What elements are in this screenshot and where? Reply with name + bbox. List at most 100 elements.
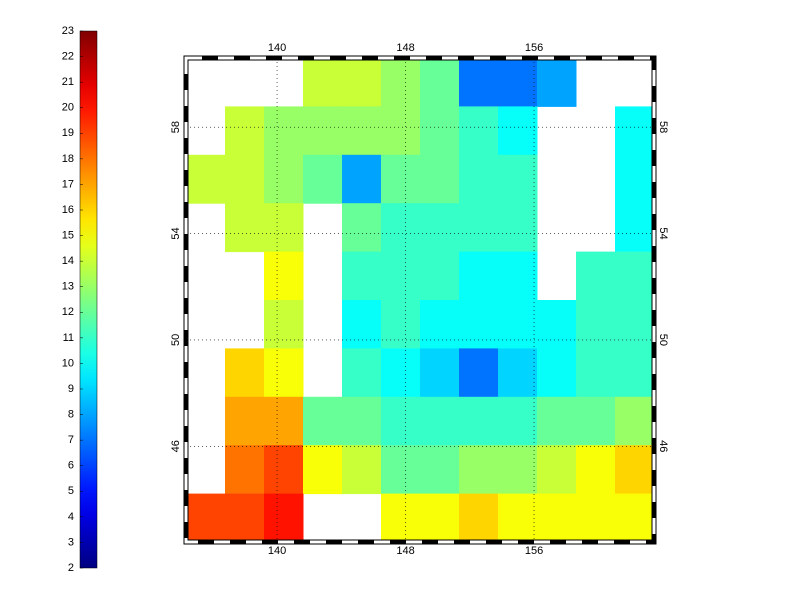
lon-tick-label: 148: [396, 545, 414, 557]
lat-tick-label: 54: [657, 227, 669, 239]
temperature-cell: [615, 106, 655, 156]
lon-tick-label: 156: [525, 42, 543, 54]
temperature-cell: [342, 203, 382, 253]
temperature-cell: [537, 348, 577, 398]
colorbar-tick-label: 13: [62, 281, 74, 293]
temperature-cell: [264, 154, 304, 204]
temperature-cell: [615, 396, 655, 446]
temperature-cell: [342, 106, 382, 156]
temperature-cell: [459, 300, 499, 349]
temperature-cell: [264, 348, 304, 398]
temperature-cell: [576, 445, 616, 495]
lon-tick-label: 156: [525, 545, 543, 557]
temperature-cell: [615, 493, 655, 543]
temperature-cell: [615, 300, 655, 349]
temperature-cell: [576, 493, 616, 543]
temperature-cell: [576, 300, 616, 349]
temperature-cell: [459, 154, 499, 204]
temperature-cell: [225, 106, 265, 156]
temperature-cell: [537, 396, 577, 446]
temperature-cell: [225, 348, 265, 398]
colorbar-tick-label: 8: [68, 408, 74, 420]
temperature-cell: [186, 493, 226, 543]
temperature-cell: [459, 348, 499, 398]
temperature-cell: [225, 445, 265, 495]
temperature-cell: [459, 106, 499, 156]
temperature-cell: [225, 154, 265, 204]
temperature-cell: [420, 251, 460, 301]
temperature-cell: [420, 493, 460, 543]
temperature-cell: [381, 300, 421, 349]
temperature-cell: [186, 154, 226, 204]
colorbar-tick-label: 9: [68, 383, 74, 395]
temperature-cell: [264, 445, 304, 495]
temperature-cell: [381, 445, 421, 495]
colorbar-tick-label: 20: [62, 102, 74, 114]
temperature-cell: [342, 58, 382, 107]
temperature-cell: [615, 445, 655, 495]
temperature-cell: [303, 396, 343, 446]
temperature-cell: [264, 396, 304, 446]
temperature-cell: [537, 445, 577, 495]
colorbar-tick-label: 10: [62, 357, 74, 369]
temperature-cell: [420, 396, 460, 446]
temperature-cell: [225, 203, 265, 253]
temperature-cell: [342, 348, 382, 398]
temperature-cell: [576, 251, 616, 301]
temperature-cell: [498, 300, 538, 349]
lon-tick-label: 140: [268, 42, 286, 54]
temperature-cell: [420, 154, 460, 204]
temperature-cell: [459, 251, 499, 301]
temperature-cell: [459, 445, 499, 495]
temperature-cell: [381, 203, 421, 253]
colorbar-tick-label: 17: [62, 178, 74, 190]
temperature-cell: [420, 300, 460, 349]
temperature-cell: [264, 106, 304, 156]
colorbar-tick-label: 7: [68, 434, 74, 446]
temperature-cell: [342, 445, 382, 495]
temperature-cell: [381, 251, 421, 301]
temperature-cell: [342, 154, 382, 204]
temperature-cell: [498, 58, 538, 107]
temperature-cell: [342, 396, 382, 446]
lat-tick-label: 46: [657, 440, 669, 452]
lon-tick-label: 148: [396, 42, 414, 54]
lat-tick-label: 50: [170, 334, 182, 346]
temperature-cell: [498, 445, 538, 495]
temperature-cell: [303, 445, 343, 495]
temperature-cell: [264, 203, 304, 253]
colorbar-tick-label: 23: [62, 25, 74, 37]
temperature-cell: [498, 493, 538, 543]
lat-tick-label: 50: [657, 334, 669, 346]
temperature-cell: [576, 396, 616, 446]
colorbar-tick-label: 3: [68, 536, 74, 548]
colorbar-tick-label: 22: [62, 50, 74, 62]
temperature-cell: [303, 106, 343, 156]
temperature-cell: [381, 58, 421, 107]
temperature-cell: [498, 396, 538, 446]
temperature-cell: [537, 493, 577, 543]
temperature-cell: [420, 203, 460, 253]
colorbar-tick-label: 11: [63, 332, 74, 344]
temperature-cell: [420, 106, 460, 156]
lat-tick-label: 58: [170, 121, 182, 133]
temperature-cell: [264, 493, 304, 543]
temperature-cell: [225, 396, 265, 446]
temperature-cell: [498, 251, 538, 301]
colorbar-tick-label: 14: [62, 255, 74, 267]
lat-tick-label: 46: [170, 440, 182, 452]
temperature-cell: [381, 348, 421, 398]
colorbar: [79, 30, 98, 569]
map-frame-dashes: [184, 56, 656, 544]
temperature-cell: [498, 106, 538, 156]
temperature-cell: [342, 251, 382, 301]
temperature-cell: [264, 251, 304, 301]
colorbar-tick-label: 5: [68, 485, 74, 497]
temperature-cell: [498, 154, 538, 204]
temperature-cell: [498, 348, 538, 398]
temperature-cell: [381, 396, 421, 446]
temperature-cell: [615, 154, 655, 204]
temperature-cell: [264, 300, 304, 349]
temperature-cell: [498, 203, 538, 253]
